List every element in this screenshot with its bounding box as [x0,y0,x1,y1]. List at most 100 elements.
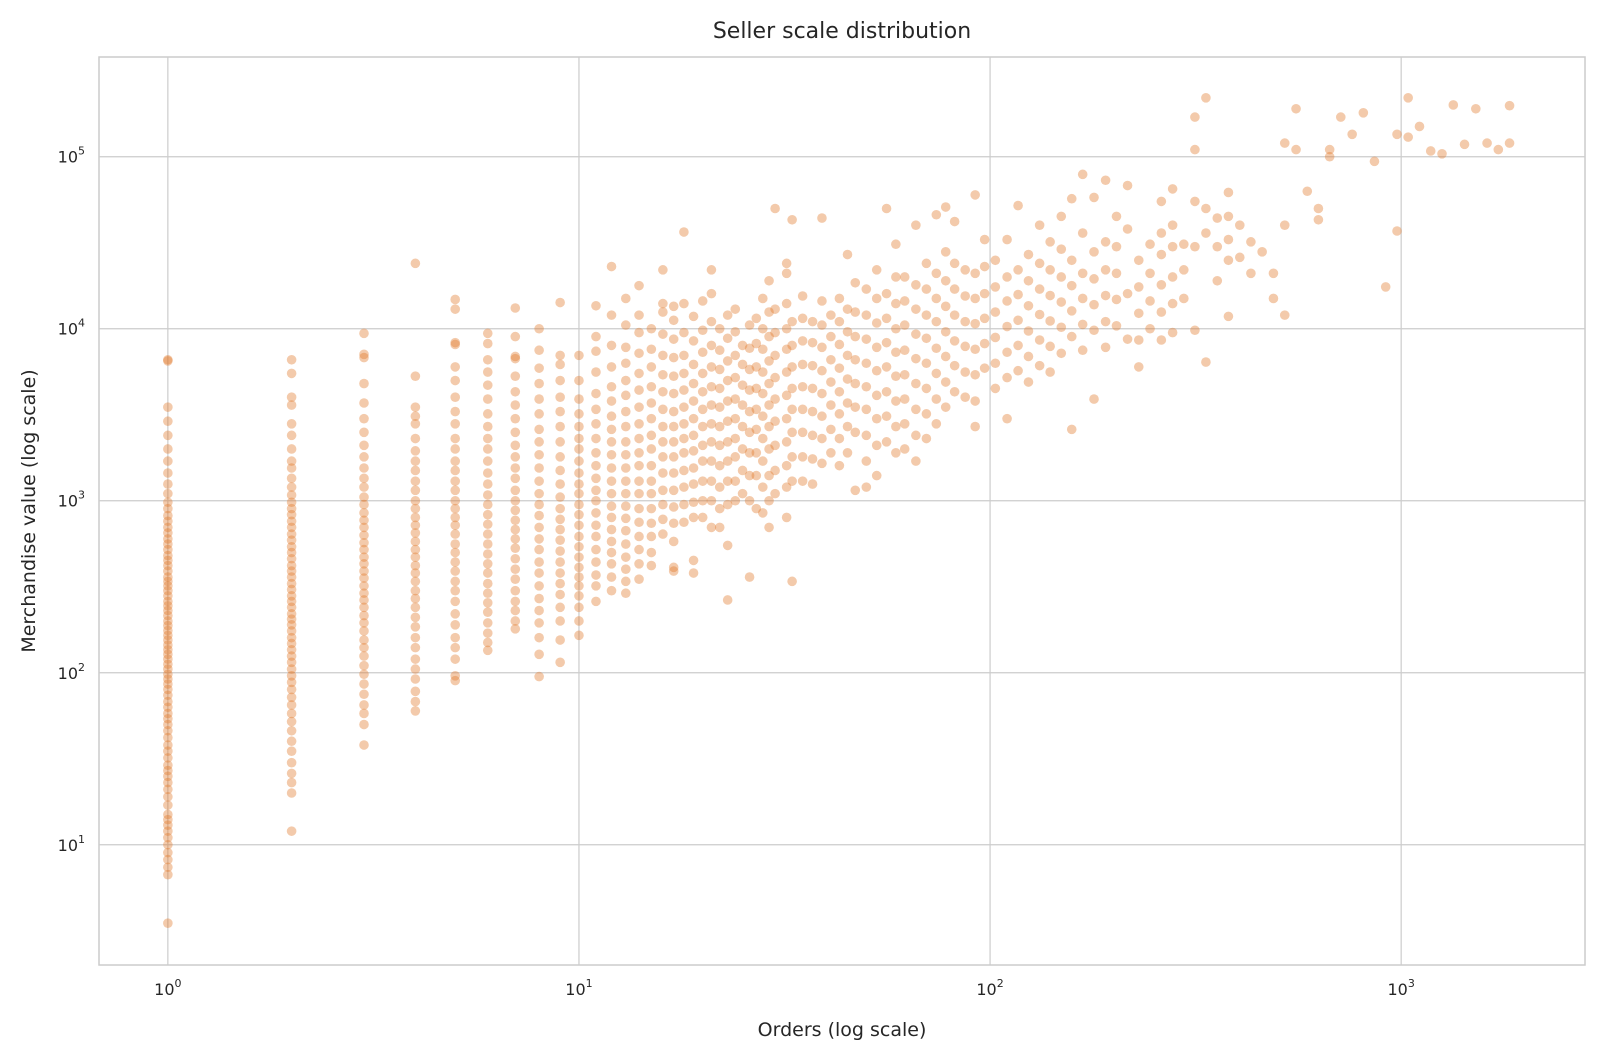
data-point [286,700,297,710]
data-point [359,740,369,750]
data-point [658,298,668,309]
data-point [1302,186,1313,197]
data-point [781,437,792,447]
data-point [555,421,565,432]
data-point [410,433,421,444]
data-point [1002,296,1012,306]
data-point [359,626,369,636]
data-point [668,468,679,478]
data-point [574,456,584,466]
data-point [163,918,173,928]
data-point [163,354,173,365]
data-point [770,416,780,427]
data-point [510,485,521,496]
data-point [534,568,544,578]
data-point [706,522,717,533]
data-point [960,341,970,352]
chart-title: Seller scale distribution [713,19,971,44]
y-tick-label: 104 [58,317,85,339]
data-point [450,596,461,607]
data-point [534,593,544,604]
data-point [881,437,892,447]
data-point [722,416,733,427]
data-point [410,686,421,697]
data-point [482,394,493,404]
data-point [757,482,768,492]
data-point [410,560,421,571]
data-point [163,765,173,776]
data-point [359,581,369,591]
data-point [163,847,173,858]
data-point [1335,112,1346,122]
data-point [679,465,689,476]
data-point [410,576,421,587]
data-point [931,419,942,429]
data-point [621,320,631,330]
data-point [1023,275,1034,286]
y-tick-label: 103 [58,489,85,511]
data-point [940,275,951,286]
data-point [450,654,461,664]
data-point [482,479,493,489]
data-point [979,261,990,272]
data-point [286,591,297,601]
data-point [834,363,845,373]
data-point [482,519,493,530]
data-point [764,307,774,317]
data-point [891,239,901,250]
data-point [861,381,872,392]
data-point [706,495,717,506]
data-point [1077,228,1088,238]
data-point [163,356,173,366]
data-point [591,495,601,506]
data-point [842,421,853,432]
data-point [1002,321,1012,332]
data-point [410,622,421,632]
data-point [621,406,631,417]
data-point [1234,220,1245,230]
data-point [679,350,689,361]
data-point [359,508,369,518]
data-point [482,598,493,608]
data-point [555,557,565,567]
data-point [730,495,741,506]
data-point [482,539,493,549]
data-point [450,419,461,429]
data-point [555,657,565,668]
data-point [359,669,369,680]
data-point [842,249,853,260]
data-point [555,392,565,402]
data-point [722,437,733,447]
data-point [697,368,708,379]
data-point [668,536,679,547]
data-point [949,386,960,397]
data-point [621,488,631,499]
data-point [450,476,461,486]
data-point [555,350,565,361]
data-point [410,696,421,707]
data-point [510,386,521,397]
data-point [764,378,774,389]
data-point [163,630,173,641]
data-point [359,719,369,730]
data-point [970,190,980,200]
data-point [286,651,297,661]
data-point [668,437,679,447]
data-point [359,452,369,462]
data-point [960,316,970,327]
data-point [286,609,297,619]
data-point [510,427,521,438]
data-point [911,378,921,389]
data-point [668,388,679,399]
data-point [911,430,921,441]
data-point [949,360,960,371]
data-point [163,539,173,549]
data-point [621,476,631,486]
data-point [591,346,601,357]
data-point [163,402,173,412]
plot-area [99,57,1585,965]
data-point [410,485,421,496]
data-point [1023,377,1034,387]
data-point [931,293,942,304]
data-point [744,427,755,438]
